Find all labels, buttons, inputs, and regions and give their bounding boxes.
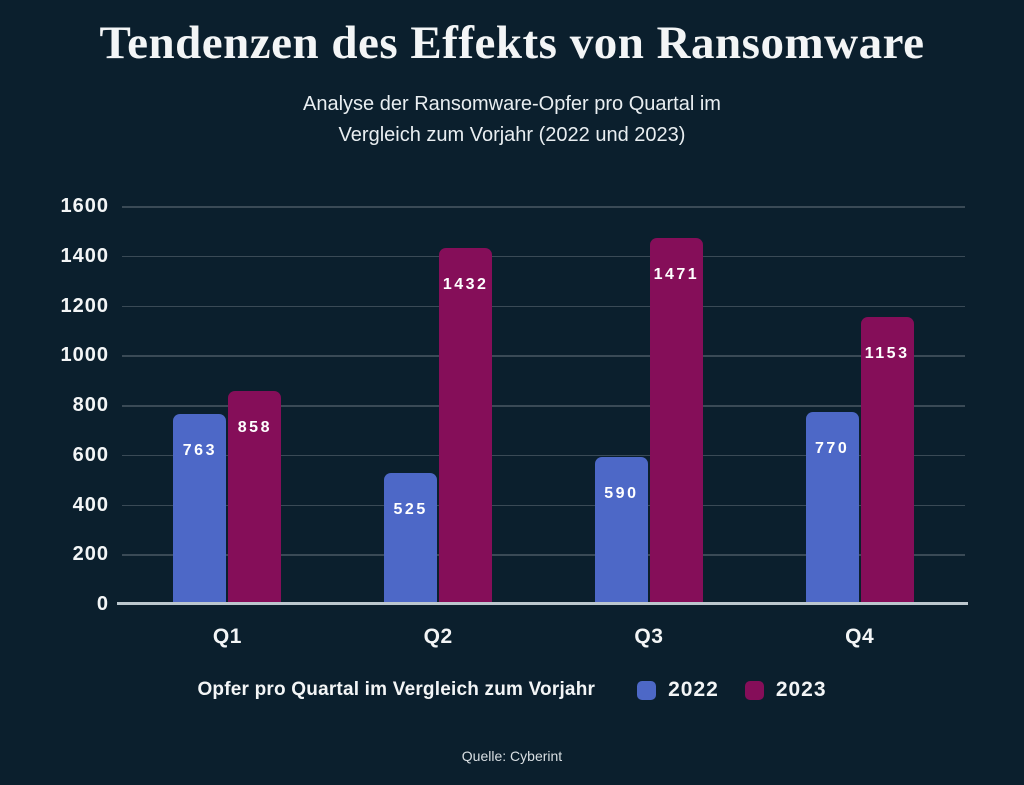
y-tick-label-1200: 1200 xyxy=(60,294,109,317)
subtitle-line-2: Vergleich zum Vorjahr (2022 und 2023) xyxy=(338,124,686,146)
gridline-1600 xyxy=(122,206,965,208)
legend: Opfer pro Quartal im Vergleich zum Vorja… xyxy=(0,678,1024,702)
bar-value-label-2022-q2: 525 xyxy=(393,501,428,519)
gridline-800 xyxy=(122,405,965,407)
y-tick-label-400: 400 xyxy=(72,493,109,516)
legend-year-label-2022: 2022 xyxy=(668,678,719,701)
legend-items: 2022 2023 xyxy=(637,678,826,702)
x-tick-label-q1: Q1 xyxy=(212,625,242,648)
gridline-200 xyxy=(122,554,965,556)
legend-item-2022: 2022 xyxy=(637,678,719,702)
y-tick-label-200: 200 xyxy=(72,543,109,566)
bar-2023-q1: 858 xyxy=(228,390,282,604)
gridline-600 xyxy=(122,454,965,457)
legend-swatch-2022 xyxy=(637,680,657,700)
gridline-1400 xyxy=(122,255,965,258)
bar-2022-q3: 590 xyxy=(594,457,648,604)
y-tick-label-0: 0 xyxy=(96,593,109,615)
legend-year-label-2023: 2023 xyxy=(775,678,827,701)
bar-2023-q2: 1432 xyxy=(439,247,493,604)
bar-2023-q4: 1153 xyxy=(860,317,914,604)
legend-label: Opfer pro Quartal im Vergleich zum Vorja… xyxy=(197,679,596,700)
x-tick-label-q4: Q4 xyxy=(845,625,875,648)
y-tick-label-1000: 1000 xyxy=(60,344,109,367)
bar-value-label-2023-q2: 1432 xyxy=(442,275,489,293)
plot-area: 0 200 400 600 800 1000 1200 1400 1600 763 858 525 14… xyxy=(61,195,968,615)
bar-value-label-2022-q4: 770 xyxy=(815,440,850,458)
y-tick-label-1600: 1600 xyxy=(60,195,109,217)
subtitle-line-1: Analyse der Ransomware-Opfer pro Quartal… xyxy=(303,93,721,115)
x-tick-label-q2: Q2 xyxy=(423,625,453,648)
y-tick-label-1400: 1400 xyxy=(60,244,109,267)
page-title: Tendenzen des Effekts von Ransomware xyxy=(99,17,925,69)
x-axis-line xyxy=(117,602,968,605)
chart-subtitle: Analyse der Ransomware-Opfer pro Quartal… xyxy=(0,89,1024,151)
y-tick-label-600: 600 xyxy=(72,443,109,466)
bar-2023-q3: 1471 xyxy=(649,238,703,604)
bar-value-label-2023-q3: 1471 xyxy=(653,266,700,284)
source-credit: Quelle: Cyberint xyxy=(461,748,563,764)
bar-value-label-2022-q3: 590 xyxy=(604,485,639,503)
gridline-400 xyxy=(122,504,965,506)
legend-swatch-2023 xyxy=(744,680,764,700)
legend-item-2023: 2023 xyxy=(744,678,827,702)
bar-2022-q4: 770 xyxy=(805,412,859,604)
gridline-1200 xyxy=(122,305,965,307)
bar-2022-q1: 763 xyxy=(173,414,227,604)
bar-value-label-2023-q1: 858 xyxy=(237,418,272,436)
x-axis-labels: Q1 Q2 Q3 Q4 xyxy=(122,625,965,655)
y-tick-label-800: 800 xyxy=(72,394,109,416)
bar-value-label-2022-q1: 763 xyxy=(182,442,217,460)
bar-value-label-2023-q4: 1153 xyxy=(864,345,910,363)
bar-2022-q2: 525 xyxy=(384,473,438,604)
x-tick-label-q3: Q3 xyxy=(634,625,664,648)
gridline-1000 xyxy=(122,355,965,357)
